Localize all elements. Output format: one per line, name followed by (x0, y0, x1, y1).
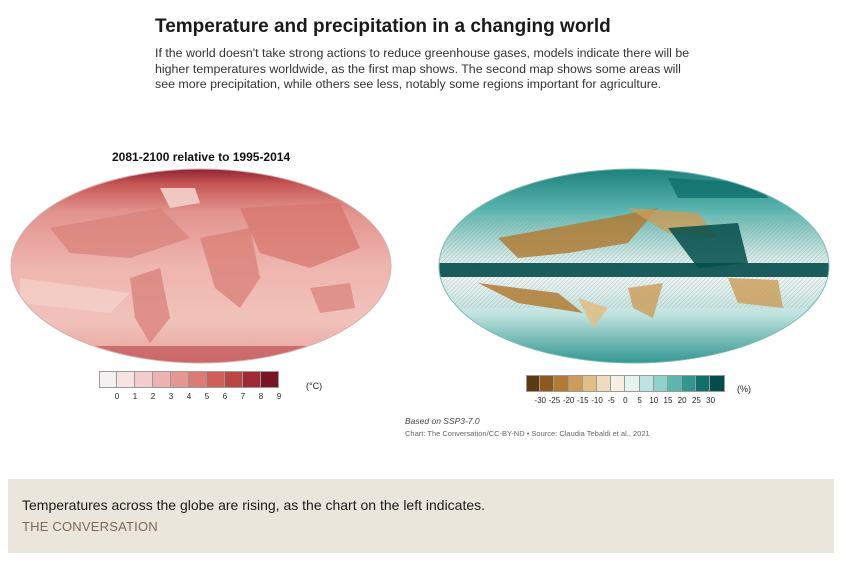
precipitation-tick-label: 15 (663, 396, 673, 405)
temperature-swatch (225, 371, 243, 388)
temperature-tick-label: 5 (204, 392, 210, 401)
temperature-tick-label: 2 (150, 392, 156, 401)
precipitation-swatch (625, 375, 640, 392)
precipitation-unit-label: (%) (737, 384, 751, 394)
temperature-swatch (117, 371, 135, 388)
precipitation-legend: -30 -25 -20 -15 -10 -5 0 5 10 15 20 25 30 (526, 375, 725, 408)
temperature-swatch (243, 371, 261, 388)
precipitation-tick-label: 5 (637, 396, 642, 405)
temperature-legend: 0 1 2 3 4 5 6 7 8 9 (99, 371, 282, 404)
temperature-tick-labels: 0 1 2 3 4 5 6 7 8 9 (99, 392, 282, 404)
temperature-tick-label: 8 (258, 392, 264, 401)
temperature-tick-label: 0 (114, 392, 120, 401)
precipitation-tick-label: -30 (534, 396, 546, 405)
caption-text: Temperatures across the globe are rising… (22, 497, 486, 513)
precipitation-swatch (696, 375, 711, 392)
precipitation-tick-labels: -30 -25 -20 -15 -10 -5 0 5 10 15 20 25 30 (526, 396, 725, 408)
precipitation-swatch (653, 375, 668, 392)
temperature-swatch (135, 371, 153, 388)
temperature-swatch (261, 371, 279, 388)
caption-source: THE CONVERSATION (22, 519, 158, 534)
temperature-tick-label: 6 (222, 392, 228, 401)
precipitation-swatch (554, 375, 569, 392)
precipitation-change-map (438, 168, 830, 364)
precipitation-tick-label: -15 (577, 396, 589, 405)
temperature-swatch (153, 371, 171, 388)
precipitation-swatch (596, 375, 612, 392)
precipitation-tick-label: 30 (706, 396, 716, 405)
temperature-swatch (207, 371, 225, 388)
precipitation-swatch (568, 375, 583, 392)
map-period-label: 2081-2100 relative to 1995-2014 (112, 150, 291, 164)
scenario-note: Based on SSP3-7.0 (405, 416, 480, 426)
precipitation-tick-label: -20 (562, 396, 575, 405)
temperature-tick-label: 9 (276, 392, 282, 401)
image-caption: Temperatures across the globe are rising… (8, 479, 834, 553)
precipitation-swatch (710, 375, 725, 392)
precipitation-tick-label: 20 (677, 396, 687, 405)
temperature-swatch (99, 371, 117, 388)
precipitation-swatch (540, 375, 555, 392)
temperature-color-scale (99, 371, 279, 388)
precipitation-color-scale (526, 375, 725, 392)
precipitation-tick-label: -10 (591, 396, 603, 405)
page-title: Temperature and precipitation in a chang… (155, 16, 611, 37)
page-subtitle: If the world doesn't take strong actions… (155, 46, 690, 91)
temperature-unit-label: (°C) (306, 381, 323, 391)
temperature-change-map (10, 168, 392, 364)
precipitation-swatch (611, 375, 626, 392)
precipitation-tick-label: -5 (607, 396, 615, 405)
precipitation-tick-label: 10 (649, 396, 659, 405)
precipitation-swatch (639, 375, 654, 392)
precipitation-tick-label: -25 (548, 396, 561, 405)
precipitation-swatch (526, 375, 541, 392)
precipitation-tick-label: 25 (691, 396, 701, 405)
precipitation-swatch (682, 375, 697, 392)
precipitation-tick-label: 0 (623, 396, 628, 405)
temperature-swatch (189, 371, 207, 388)
precipitation-swatch (582, 375, 597, 392)
temperature-tick-label: 7 (240, 392, 246, 401)
temperature-tick-label: 3 (168, 392, 174, 401)
temperature-swatch (171, 371, 189, 388)
temperature-tick-label: 4 (186, 392, 192, 401)
precipitation-swatch (667, 375, 683, 392)
chart-credit: Chart: The Conversation/CC-BY-ND • Sourc… (405, 429, 650, 438)
temperature-tick-label: 1 (132, 392, 138, 401)
